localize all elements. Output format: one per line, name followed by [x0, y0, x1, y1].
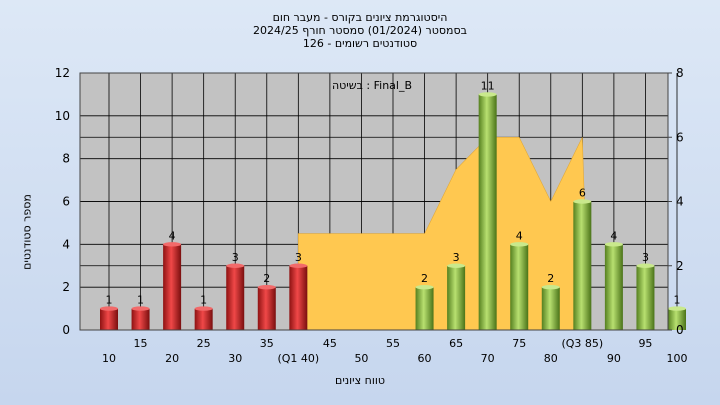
x-tick-label: 100: [667, 352, 688, 365]
data-label: 2: [263, 272, 270, 285]
bar-cap: [636, 263, 655, 268]
x-tick-label: 65: [449, 337, 463, 350]
x-tick-label: 70: [481, 352, 495, 365]
x-tick-label: 20: [165, 352, 179, 365]
data-label: 6: [579, 187, 586, 200]
bar-cap: [478, 92, 497, 97]
data-label: 3: [453, 251, 460, 264]
x-tick-label: 60: [418, 352, 432, 365]
y-tick-label: 8: [62, 152, 70, 166]
data-label: 1: [137, 294, 144, 307]
bar-cap: [226, 263, 245, 268]
y2-tick-label: 0: [676, 323, 684, 337]
data-label: 1: [106, 294, 113, 307]
bar-cap: [131, 306, 150, 311]
x-tick-label: 35: [260, 337, 274, 350]
y-tick-label: 6: [62, 195, 70, 209]
y2-tick-label: 8: [676, 66, 684, 80]
bar: [194, 308, 213, 330]
bar-cap: [447, 263, 466, 268]
data-label: 3: [642, 251, 649, 264]
y-tick-label: 12: [55, 66, 70, 80]
legend-label: בשיטה : Final_B: [332, 79, 412, 92]
data-label: 4: [610, 229, 617, 242]
x-tick-label: 45: [323, 337, 337, 350]
y-tick-label: 2: [62, 280, 70, 294]
chart-subtitle-students: סטודנטים רשומים - 126: [302, 37, 418, 50]
y-axis-title: מספר סטודנטים: [20, 194, 34, 270]
y2-tick-label: 4: [676, 195, 684, 209]
x-tick-label: 95: [638, 337, 652, 350]
y-tick-label: 0: [62, 323, 70, 337]
data-label: 11: [481, 79, 495, 92]
x-tick-label: 30: [228, 352, 242, 365]
data-label: 2: [421, 272, 428, 285]
bar: [573, 201, 592, 330]
x-tick-label: 25: [197, 337, 211, 350]
bar: [257, 287, 276, 330]
bar-cap: [100, 306, 118, 311]
bar-cap: [289, 263, 308, 268]
bar: [415, 287, 434, 330]
bar: [636, 265, 655, 330]
data-label: 3: [232, 251, 239, 264]
x-tick-label: 90: [607, 352, 621, 365]
data-label: 2: [547, 272, 554, 285]
bar: [668, 308, 686, 330]
bar: [100, 308, 118, 330]
bar-cap: [163, 242, 182, 247]
data-label: 3: [295, 251, 302, 264]
bar: [289, 265, 308, 330]
bar-cap: [257, 284, 276, 290]
data-label: 1: [200, 294, 207, 307]
bar-cap: [541, 284, 560, 290]
y2-tick-label: 6: [676, 130, 684, 144]
data-label: 4: [169, 229, 176, 242]
data-label: 4: [516, 229, 523, 242]
bar: [541, 287, 560, 330]
x-tick-label: 75: [512, 337, 526, 350]
x-tick-label: 80: [544, 352, 558, 365]
bar-cap: [604, 242, 623, 247]
y-tick-label: 10: [55, 109, 70, 123]
bar-cap: [573, 199, 592, 204]
y-tick-label: 4: [62, 237, 70, 251]
x-axis-title: טווח ציונים: [335, 374, 385, 387]
bar: [447, 265, 466, 330]
chart-title: היסטוגרמת ציונים בקורס - מעבר חום: [272, 11, 448, 24]
x-tick-label: (Q3 85): [561, 337, 603, 350]
bar-cap: [415, 284, 434, 290]
bar: [163, 244, 182, 330]
bar: [131, 308, 150, 330]
x-tick-label: 10: [102, 352, 116, 365]
x-tick-label: 50: [354, 352, 368, 365]
bar-cap: [668, 306, 686, 311]
chart-subtitle-semester: בסמסטר (01/2024) סמסטר חורף 2024/25: [253, 24, 467, 37]
bar: [510, 244, 529, 330]
bar-cap: [194, 306, 213, 311]
bar-cap: [510, 242, 529, 247]
bar: [478, 94, 497, 331]
bar: [226, 265, 245, 330]
data-label: 1: [674, 294, 681, 307]
y2-tick-label: 2: [676, 259, 684, 273]
x-tick-label: 15: [134, 337, 148, 350]
x-tick-label: 55: [386, 337, 400, 350]
x-tick-label: (Q1 40): [277, 352, 319, 365]
bar: [604, 244, 623, 330]
